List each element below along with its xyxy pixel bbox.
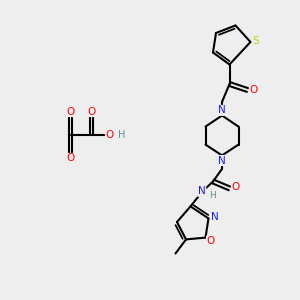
Text: H: H: [209, 191, 215, 200]
Text: O: O: [66, 106, 75, 117]
Text: O: O: [87, 106, 96, 117]
Text: O: O: [231, 182, 240, 192]
Text: N: N: [198, 186, 206, 197]
Text: O: O: [66, 153, 75, 164]
Text: H: H: [118, 130, 125, 140]
Text: S: S: [252, 35, 259, 46]
Text: N: N: [218, 105, 226, 116]
Text: O: O: [206, 236, 215, 246]
Text: O: O: [249, 85, 258, 95]
Text: O: O: [105, 130, 114, 140]
Text: N: N: [211, 212, 218, 222]
Text: N: N: [218, 155, 226, 166]
